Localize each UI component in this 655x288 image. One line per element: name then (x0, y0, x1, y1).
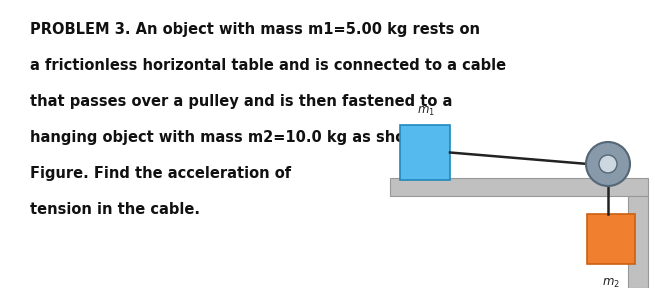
Text: Figure. Find the acceleration of: Figure. Find the acceleration of (30, 166, 291, 181)
Bar (587, 214, 635, 264)
Text: that passes over a pulley and is then fastened to a: that passes over a pulley and is then fa… (30, 94, 453, 109)
Bar (400, 125, 450, 180)
Text: tension in the cable.: tension in the cable. (30, 202, 200, 217)
Bar (390, 178, 648, 196)
Bar (628, 196, 648, 288)
Circle shape (586, 142, 630, 186)
Circle shape (599, 155, 617, 173)
Text: hanging object with mass m2=10.0 kg as shown in: hanging object with mass m2=10.0 kg as s… (30, 130, 450, 145)
Text: $m_2$: $m_2$ (602, 277, 620, 288)
Text: a frictionless horizontal table and is connected to a cable: a frictionless horizontal table and is c… (30, 58, 506, 73)
Text: $m_1$: $m_1$ (417, 105, 435, 118)
Text: PROBLEM 3. An object with mass m1=5.00 kg rests on: PROBLEM 3. An object with mass m1=5.00 k… (30, 22, 480, 37)
